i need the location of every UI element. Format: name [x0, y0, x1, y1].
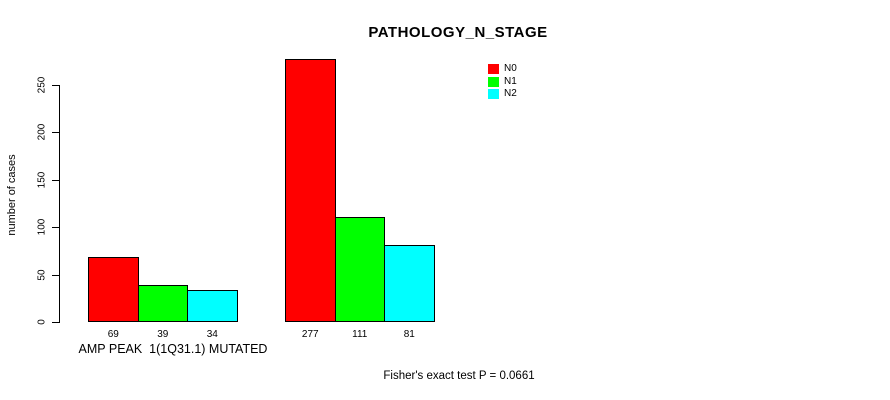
y-axis-tick-label: 100 — [36, 218, 48, 236]
bar-value-label: 34 — [206, 329, 218, 340]
bar-N2-group2 — [384, 245, 435, 322]
legend-swatch-N2 — [488, 89, 499, 100]
y-axis-tick — [52, 179, 59, 181]
y-axis-tick-label: 150 — [36, 171, 48, 189]
bar-value-label: 39 — [157, 329, 169, 340]
y-axis-tick — [52, 132, 59, 134]
legend-item: N1 — [488, 75, 517, 88]
legend-label: N1 — [504, 75, 517, 87]
legend-item: N2 — [488, 89, 517, 100]
legend-swatch-N1 — [488, 76, 499, 87]
x-category-label: AMP PEAK 1(1Q31.1) MUTATED — [78, 342, 268, 356]
y-axis-tick-label: 50 — [36, 269, 48, 281]
fisher-test-result: Fisher's exact test P = 0.0661 — [383, 370, 535, 382]
y-axis-label: number of cases — [6, 154, 18, 236]
y-axis-tick-label: 0 — [36, 319, 48, 325]
bar-N2-group1 — [187, 289, 238, 322]
bar-N0-group1 — [88, 256, 139, 322]
legend: N0 N1 N2 — [488, 64, 517, 100]
bar-N0-group2 — [285, 59, 336, 322]
bar-value-label: 69 — [107, 329, 119, 340]
bar-value-label: 81 — [403, 329, 415, 340]
bar-N1-group1 — [137, 285, 188, 322]
y-axis-tick — [52, 85, 59, 86]
bar-value-label: 277 — [301, 329, 319, 340]
legend-label: N2 — [504, 88, 517, 100]
legend-item: N0 — [488, 64, 517, 75]
legend-label: N0 — [504, 63, 517, 75]
y-axis-tick — [52, 274, 59, 276]
y-axis-tick — [52, 322, 59, 323]
bar-value-label: 111 — [352, 329, 368, 340]
y-axis-tick-label: 250 — [36, 76, 48, 94]
y-axis-tick — [52, 227, 59, 229]
legend-swatch-N0 — [488, 64, 499, 75]
bar-N1-group2 — [334, 216, 385, 322]
y-axis-line — [59, 85, 60, 323]
chart-title: PATHOLOGY_N_STAGE — [368, 24, 548, 41]
y-axis-tick-label: 200 — [36, 124, 48, 141]
